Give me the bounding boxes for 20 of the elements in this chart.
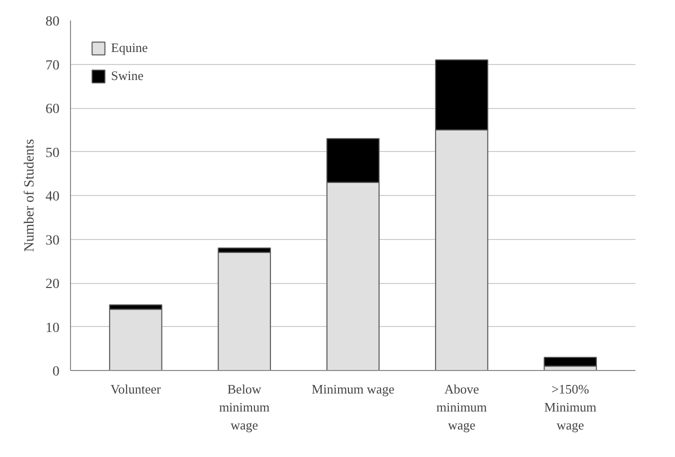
x-tick-label: >150% Minimum wage bbox=[544, 382, 596, 432]
y-tick-label: 10 bbox=[46, 320, 60, 336]
y-axis-title: Number of Students bbox=[22, 139, 38, 252]
legend-label: Swine bbox=[111, 68, 144, 84]
y-tick-label: 30 bbox=[46, 233, 60, 248]
y-tick-label: 60 bbox=[46, 102, 60, 117]
y-tick-label: 20 bbox=[46, 277, 60, 292]
y-tick-label: 40 bbox=[46, 190, 60, 204]
bar bbox=[109, 308, 162, 370]
x-tick-label: Minimum wage bbox=[312, 382, 395, 396]
bar bbox=[544, 356, 597, 367]
y-tick-label: 80 bbox=[46, 14, 60, 30]
y-tick-label: 0 bbox=[52, 364, 60, 380]
legend-label: Equine bbox=[111, 40, 148, 56]
bar bbox=[218, 252, 271, 370]
x-tick-label: Volunteer bbox=[110, 382, 162, 396]
x-tick-label: Above minimum wage bbox=[436, 382, 487, 432]
x-tick-label: Below minimum wage bbox=[219, 382, 270, 432]
y-tick-label: 70 bbox=[46, 58, 60, 74]
y-tick-label: 50 bbox=[46, 146, 60, 161]
